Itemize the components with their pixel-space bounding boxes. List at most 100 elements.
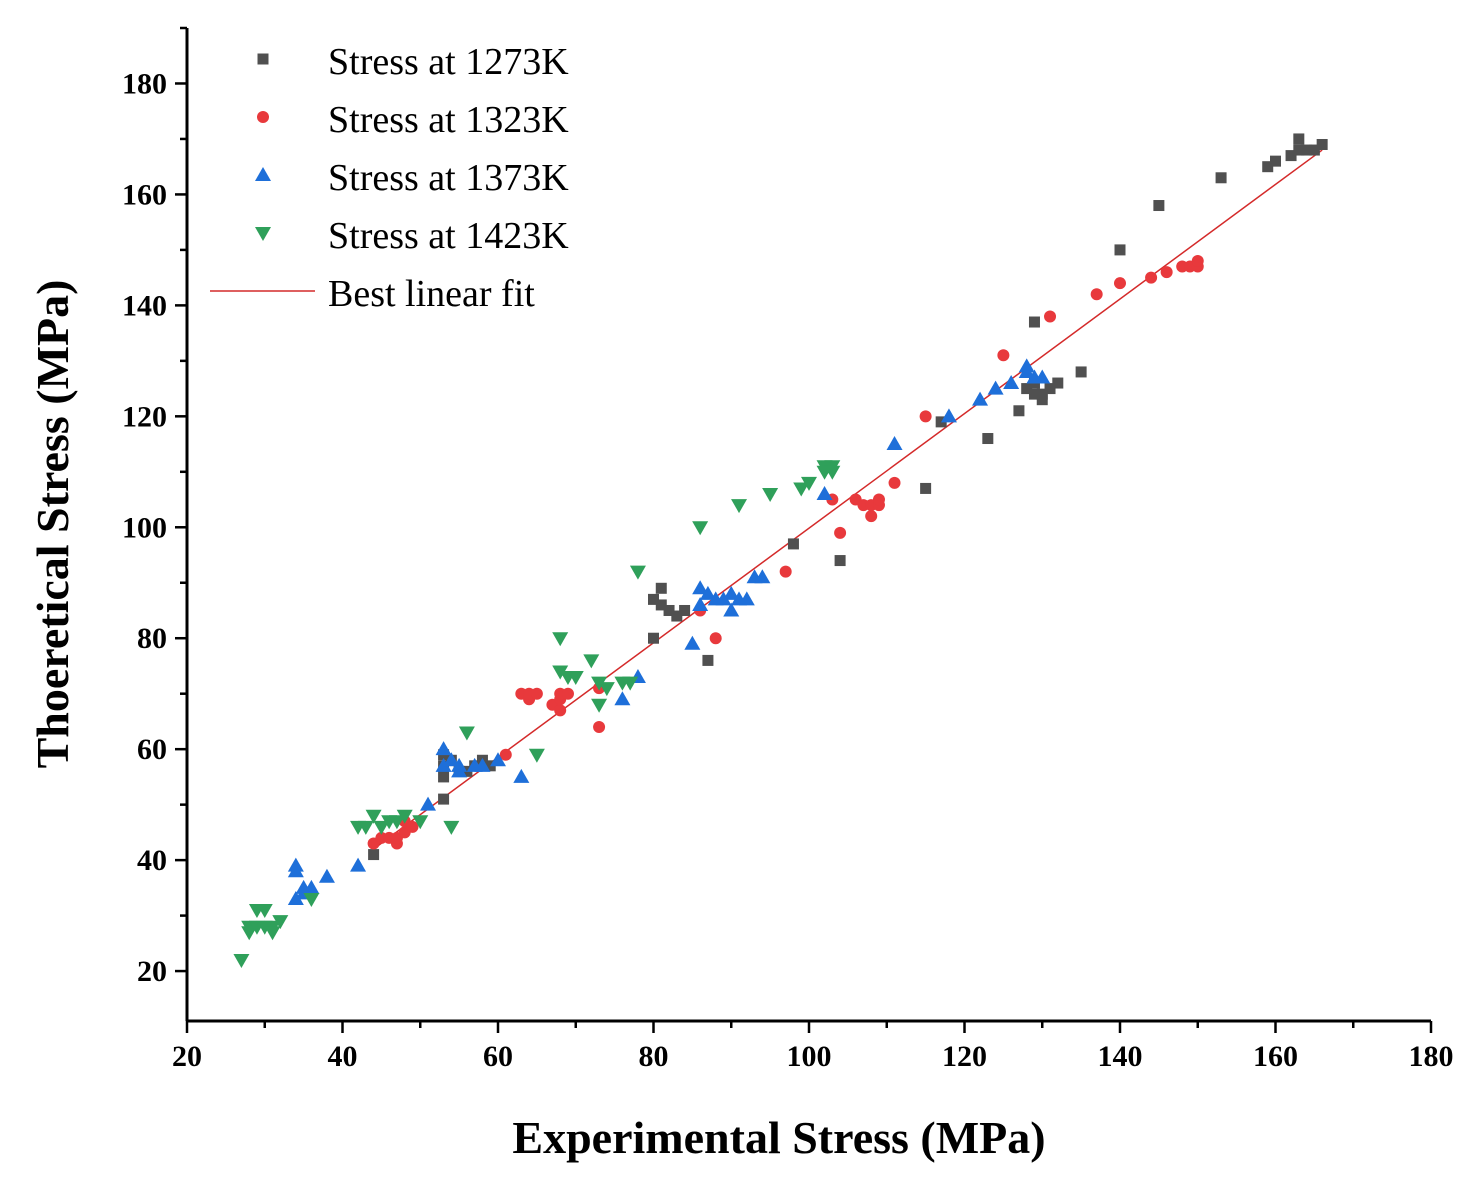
data-point: [499, 748, 512, 761]
data-point: [598, 682, 615, 697]
data-point: [443, 752, 460, 767]
data-point: [1308, 144, 1320, 156]
x-tick-label: 140: [1098, 1040, 1143, 1073]
data-point: [1145, 271, 1158, 284]
data-point: [373, 820, 390, 835]
y-tick-label: 60: [137, 733, 167, 766]
data-point: [567, 671, 584, 686]
x-tick-label: 20: [172, 1040, 202, 1073]
data-point: [679, 604, 691, 616]
data-point: [1160, 266, 1173, 279]
y-tick-label: 20: [137, 955, 167, 988]
data-point: [655, 582, 667, 594]
legend-label: Best linear fit: [328, 273, 535, 315]
data-point: [1075, 366, 1087, 378]
data-point: [699, 585, 716, 600]
data-point: [886, 436, 903, 451]
data-point: [629, 565, 646, 580]
data-point: [787, 538, 799, 550]
data-point: [490, 752, 506, 767]
legend-marker-swatch: [255, 227, 271, 241]
data-point: [388, 815, 405, 830]
data-point: [1018, 358, 1035, 373]
data-point: [779, 565, 792, 578]
data-point: [1028, 388, 1040, 400]
data-point: [1316, 138, 1328, 150]
data-point: [303, 892, 320, 907]
series-3-points: [287, 358, 1051, 905]
data-point: [593, 720, 606, 733]
data-point: [987, 380, 1004, 395]
data-point: [1191, 254, 1204, 267]
data-point: [1052, 377, 1064, 389]
series-2-points: [367, 254, 1204, 850]
data-point: [272, 915, 289, 930]
data-point: [368, 849, 380, 861]
data-point: [420, 796, 437, 811]
data-point: [1028, 316, 1040, 328]
axis-tick-labels: 20 40 60 80 100 120 140 160 180 20 40 60 80 100 120 140…: [122, 67, 1454, 1073]
data-point: [614, 691, 631, 706]
data-point: [357, 820, 374, 835]
data-point: [1044, 383, 1056, 395]
data-point: [940, 408, 957, 423]
data-point: [435, 741, 452, 756]
y-tick-label: 80: [137, 622, 167, 655]
data-point: [702, 654, 714, 666]
data-point: [1003, 375, 1020, 390]
data-point: [406, 820, 419, 833]
data-point: [1021, 383, 1033, 395]
data-point: [287, 857, 304, 872]
data-point: [583, 654, 600, 669]
data-point: [435, 757, 452, 772]
y-tick-label: 160: [122, 178, 167, 211]
legend-label: Stress at 1423K: [328, 215, 569, 257]
data-point: [1044, 310, 1057, 323]
data-point: [801, 476, 817, 491]
data-point: [318, 868, 335, 883]
data-point: [1262, 161, 1274, 173]
data-point: [648, 632, 659, 644]
data-point: [684, 635, 701, 650]
y-tick-label: 180: [122, 67, 167, 100]
data-point: [816, 485, 833, 500]
data-point: [754, 569, 771, 584]
data-point: [793, 482, 810, 497]
data-point: [561, 687, 574, 700]
data-point: [264, 926, 281, 941]
data-point: [458, 726, 475, 741]
data-point: [1153, 200, 1165, 212]
data-point: [671, 610, 683, 622]
data-point: [872, 493, 885, 506]
y-tick-label: 120: [122, 400, 167, 433]
data-point: [552, 632, 569, 647]
legend-label: Stress at 1273K: [328, 41, 569, 83]
legend: Stress at 1273K Stress at 1323K Stress at …: [210, 41, 569, 315]
data-point: [715, 591, 732, 606]
data-point: [1215, 172, 1227, 184]
data-point: [554, 704, 567, 717]
data-point: [663, 604, 675, 616]
data-point: [287, 890, 304, 905]
x-tick-label: 160: [1253, 1040, 1298, 1073]
axis-ticks: [175, 26, 1433, 1033]
x-tick-label: 120: [942, 1040, 987, 1073]
data-point: [1293, 133, 1305, 145]
data-point: [622, 676, 639, 691]
data-point: [1013, 405, 1025, 417]
data-point: [1114, 277, 1126, 290]
data-point: [692, 580, 709, 595]
y-tick-label: 140: [122, 289, 167, 322]
data-point: [1301, 144, 1313, 156]
data-point: [365, 809, 382, 824]
data-point: [1114, 244, 1126, 256]
y-axis-title: Thoeretical Stress (MPa): [27, 280, 78, 769]
data-point: [655, 599, 667, 611]
data-point: [834, 526, 847, 539]
legend-marker-swatch: [255, 167, 271, 181]
data-point: [461, 765, 473, 777]
data-point: [824, 460, 841, 475]
data-point: [731, 499, 748, 514]
